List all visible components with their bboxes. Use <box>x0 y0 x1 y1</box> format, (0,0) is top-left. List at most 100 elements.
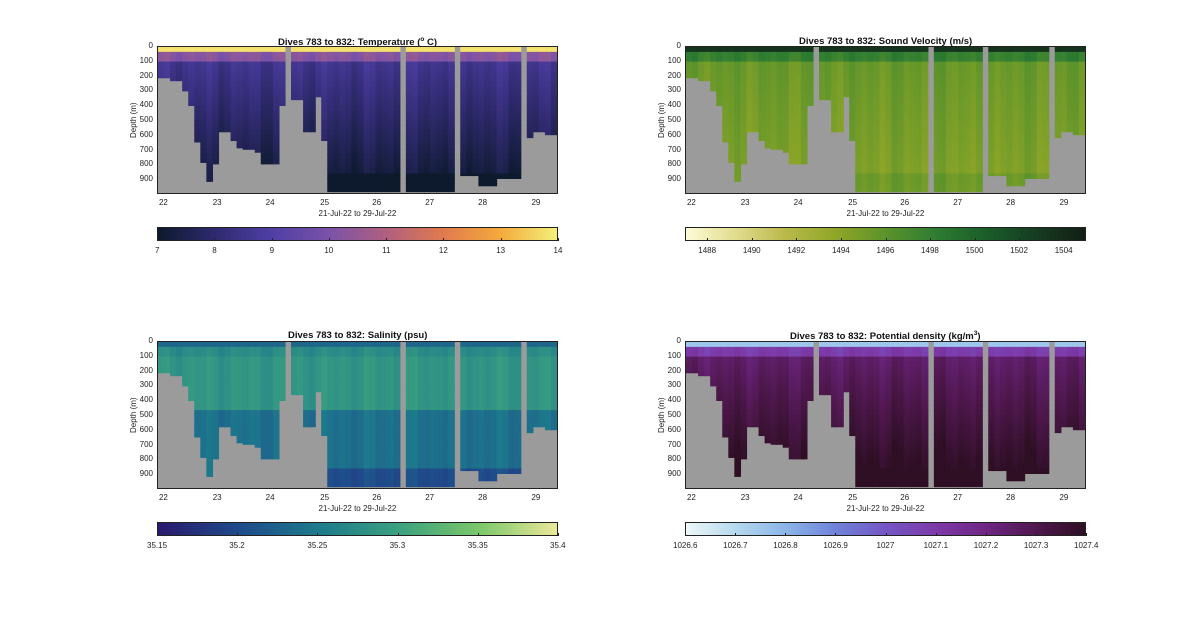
heatmap-cell <box>278 66 286 72</box>
heatmap-cell <box>544 66 552 72</box>
heatmap-cell <box>369 81 377 87</box>
heatmap-cell <box>188 376 195 382</box>
heatmap-cell <box>722 371 729 377</box>
heatmap-cell <box>436 478 443 484</box>
heatmap-cell <box>897 154 905 160</box>
heatmap-cell <box>363 90 371 97</box>
heatmap-cell <box>321 85 328 92</box>
heatmap-cell <box>478 163 486 170</box>
heatmap-cell <box>879 163 887 170</box>
heatmap-cell <box>776 419 784 426</box>
heatmap-cell <box>436 483 443 488</box>
heatmap-cell <box>260 361 268 367</box>
heatmap-cell <box>424 468 431 474</box>
heatmap-cell <box>788 51 796 58</box>
heatmap-cell <box>903 95 911 102</box>
heatmap-cell <box>1000 168 1008 175</box>
heatmap-cell <box>411 129 419 136</box>
heatmap-cell <box>909 51 917 58</box>
heatmap-cell <box>514 51 522 58</box>
heatmap-cell <box>903 173 911 179</box>
heatmap-cell <box>430 158 437 165</box>
heatmap-cell <box>800 90 808 97</box>
heatmap-cell <box>351 449 359 455</box>
heatmap-cell <box>782 105 790 111</box>
heatmap-cell <box>321 424 328 431</box>
heatmap-cell <box>291 376 298 382</box>
heatmap-cell <box>466 81 473 87</box>
heatmap-cell <box>448 163 455 170</box>
heatmap-cell <box>321 95 328 102</box>
heatmap-cell <box>442 478 449 484</box>
heatmap-cell <box>170 366 177 372</box>
heatmap-cell <box>381 115 389 121</box>
heatmap-cell <box>339 66 347 72</box>
heatmap-cell <box>369 458 377 465</box>
colorbar-tick-label: 1494 <box>831 246 850 255</box>
heatmap-cell <box>855 483 862 488</box>
heatmap-cell <box>508 56 516 63</box>
heatmap-cell <box>230 361 238 367</box>
heatmap-cell <box>776 105 784 111</box>
heatmap-cell <box>387 424 395 431</box>
heatmap-cell <box>405 356 413 363</box>
heatmap-cell <box>867 51 875 58</box>
heatmap-cell <box>716 395 723 401</box>
heatmap-cell <box>266 405 274 411</box>
heatmap-cell <box>698 51 705 58</box>
heatmap-cell <box>442 439 449 445</box>
heatmap-cell <box>496 410 504 416</box>
heatmap-cell <box>867 463 875 470</box>
heatmap-cell <box>526 376 534 382</box>
heatmap-cell <box>303 105 310 111</box>
heatmap-cell <box>182 361 189 367</box>
heatmap-cell <box>430 415 437 421</box>
heatmap-cell <box>448 380 455 387</box>
heatmap-cell <box>393 439 401 445</box>
heatmap-cell <box>1024 66 1032 72</box>
heatmap-cell <box>242 85 250 92</box>
heatmap-cell <box>788 144 796 150</box>
heatmap-cell <box>837 419 844 426</box>
heatmap-cell <box>1018 61 1026 68</box>
heatmap-cell <box>885 115 893 121</box>
heatmap-cell <box>758 342 766 348</box>
heatmap-cell <box>964 129 971 136</box>
heatmap-cell <box>405 380 413 387</box>
heatmap-cell <box>442 453 449 460</box>
heatmap-cell <box>831 356 838 363</box>
heatmap-cell <box>424 154 431 160</box>
heatmap-cell <box>436 395 443 401</box>
heatmap-cell <box>921 120 929 126</box>
heatmap-cell <box>182 85 189 92</box>
heatmap-cell <box>849 405 856 411</box>
heatmap-cell <box>1078 110 1085 116</box>
heatmap-cell <box>411 366 419 372</box>
heatmap-cell <box>879 51 887 58</box>
heatmap-cell <box>526 342 534 348</box>
y-tick-label: 0 <box>148 41 153 50</box>
heatmap-cell <box>236 129 244 136</box>
heatmap-cell <box>776 66 784 72</box>
heatmap-cell <box>831 124 838 131</box>
heatmap-cell <box>393 139 401 145</box>
heatmap-cell <box>746 415 754 421</box>
heatmap-cell <box>831 395 838 401</box>
heatmap-cell <box>952 173 959 179</box>
heatmap-cell <box>897 66 905 72</box>
heatmap-cell <box>837 405 844 411</box>
heatmap-cell <box>417 458 425 465</box>
heatmap-cell <box>728 415 735 421</box>
heatmap-cell <box>800 444 808 450</box>
heatmap-cell <box>333 120 340 126</box>
heatmap-cell <box>436 139 443 145</box>
heatmap-cell <box>436 351 443 358</box>
heatmap-cell <box>484 468 492 474</box>
heatmap-cell <box>339 419 347 426</box>
heatmap-cell <box>1018 110 1026 116</box>
heatmap-cell <box>1042 51 1050 58</box>
heatmap-cell <box>393 120 401 126</box>
heatmap-cell <box>921 134 929 141</box>
heatmap-cell <box>387 134 395 141</box>
heatmap-cell <box>339 458 347 465</box>
